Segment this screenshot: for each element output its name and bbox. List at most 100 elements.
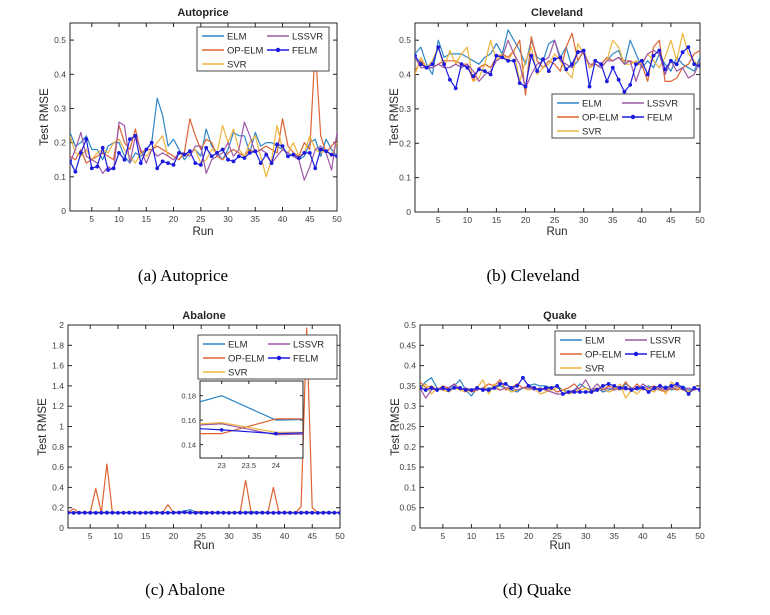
series-marker: [610, 65, 615, 70]
x-tick-label: 35: [252, 531, 262, 541]
series-marker: [481, 388, 485, 392]
series-marker: [583, 390, 588, 394]
x-tick-label: 5: [436, 215, 441, 225]
series-line: [415, 39, 700, 89]
series-marker: [143, 510, 148, 515]
series-marker: [532, 386, 537, 390]
series-marker: [215, 151, 220, 155]
series-marker: [529, 53, 534, 58]
y-tick-label: 0.25: [399, 422, 416, 432]
series-marker: [280, 144, 285, 149]
series-marker: [286, 154, 290, 159]
x-tick-label: 20: [169, 214, 179, 224]
series-marker: [204, 145, 209, 150]
x-tick-label: 15: [141, 531, 151, 541]
series-marker: [116, 511, 120, 515]
series-marker: [338, 511, 340, 515]
series-marker: [70, 159, 72, 164]
series-marker: [166, 510, 170, 515]
series-marker: [277, 510, 281, 515]
series-group: [70, 46, 337, 181]
series-line: [70, 46, 337, 164]
series-marker: [415, 53, 417, 58]
series-marker: [469, 388, 474, 392]
series-marker: [73, 169, 78, 174]
series-marker: [144, 147, 149, 152]
series-marker: [517, 81, 522, 85]
series-marker: [458, 386, 462, 390]
series-marker: [477, 67, 481, 72]
series-marker: [242, 156, 247, 160]
chart-title-quake: Quake: [543, 310, 577, 322]
x-tick-label: 40: [278, 214, 288, 224]
legend-label-felm: FELM: [293, 354, 318, 365]
y-tick-label: 0: [59, 523, 64, 533]
legend-label-felm: FELM: [292, 46, 317, 57]
series-marker: [100, 145, 105, 150]
series-group: [415, 29, 700, 96]
series-marker: [318, 147, 323, 152]
legend-label-lssvr: LSSVR: [647, 99, 678, 110]
series-marker: [623, 386, 628, 390]
series-marker: [488, 72, 493, 77]
series-marker: [221, 510, 226, 515]
series-marker: [84, 137, 89, 142]
series-marker: [482, 69, 487, 73]
series-marker: [628, 83, 633, 87]
legend-label-op-elm: OP-ELM: [585, 350, 622, 361]
series-marker: [95, 164, 100, 169]
series-marker: [441, 386, 445, 390]
series-marker: [302, 151, 307, 155]
series-marker: [243, 510, 248, 515]
series-marker: [658, 384, 662, 388]
series-marker: [674, 62, 679, 67]
series-marker: [541, 57, 545, 61]
series-marker: [71, 511, 76, 515]
series-marker: [258, 161, 263, 166]
y-tick-label: 0: [61, 206, 66, 216]
x-tick-label: 25: [550, 215, 560, 225]
legend-label-svr: SVR: [227, 60, 247, 71]
series-marker: [616, 77, 621, 82]
legend-label-lssvr: LSSVR: [292, 32, 323, 43]
series-marker: [566, 390, 571, 394]
y-tick-label: 0.3: [399, 104, 411, 114]
y-tick-label: 0.4: [404, 361, 416, 371]
legend: ELM OP-ELM SVR LSSVR FELM: [197, 334, 338, 380]
series-marker: [269, 161, 274, 166]
x-tick-label: 40: [280, 531, 290, 541]
series-marker: [595, 388, 599, 392]
series-marker: [121, 510, 126, 515]
x-tick-label: 5: [89, 214, 94, 224]
x-tick-label: 45: [305, 214, 315, 224]
series-marker: [572, 390, 577, 394]
x-tick-label: 15: [495, 531, 505, 541]
series-marker: [680, 50, 685, 55]
series-marker: [669, 58, 673, 63]
series-marker: [166, 161, 171, 166]
series-marker: [546, 69, 551, 73]
series-marker: [193, 511, 198, 515]
x-tick-label: 15: [492, 215, 502, 225]
y-tick-label: 0.3: [54, 103, 66, 113]
legend: ELM OP-ELM SVR LSSVR FELM: [196, 26, 330, 72]
x-tick-label: 25: [552, 531, 562, 541]
x-tick-label: 30: [579, 215, 589, 225]
series-marker: [452, 386, 457, 390]
series-marker: [561, 392, 565, 396]
series-marker: [436, 45, 441, 49]
series-marker: [313, 166, 318, 171]
series-marker: [154, 510, 159, 515]
series-marker: [657, 48, 662, 53]
x-tick-label: 30: [581, 531, 591, 541]
y-tick-label: 0.5: [54, 35, 66, 45]
series-marker: [232, 510, 237, 515]
series-marker: [188, 510, 193, 515]
series-marker: [564, 67, 569, 72]
series-marker: [512, 58, 516, 63]
legend-label-op-elm: OP-ELM: [227, 46, 264, 57]
series-marker: [492, 386, 497, 390]
x-tick-label: 50: [695, 531, 705, 541]
series-marker: [663, 67, 667, 72]
series-marker: [634, 62, 638, 67]
